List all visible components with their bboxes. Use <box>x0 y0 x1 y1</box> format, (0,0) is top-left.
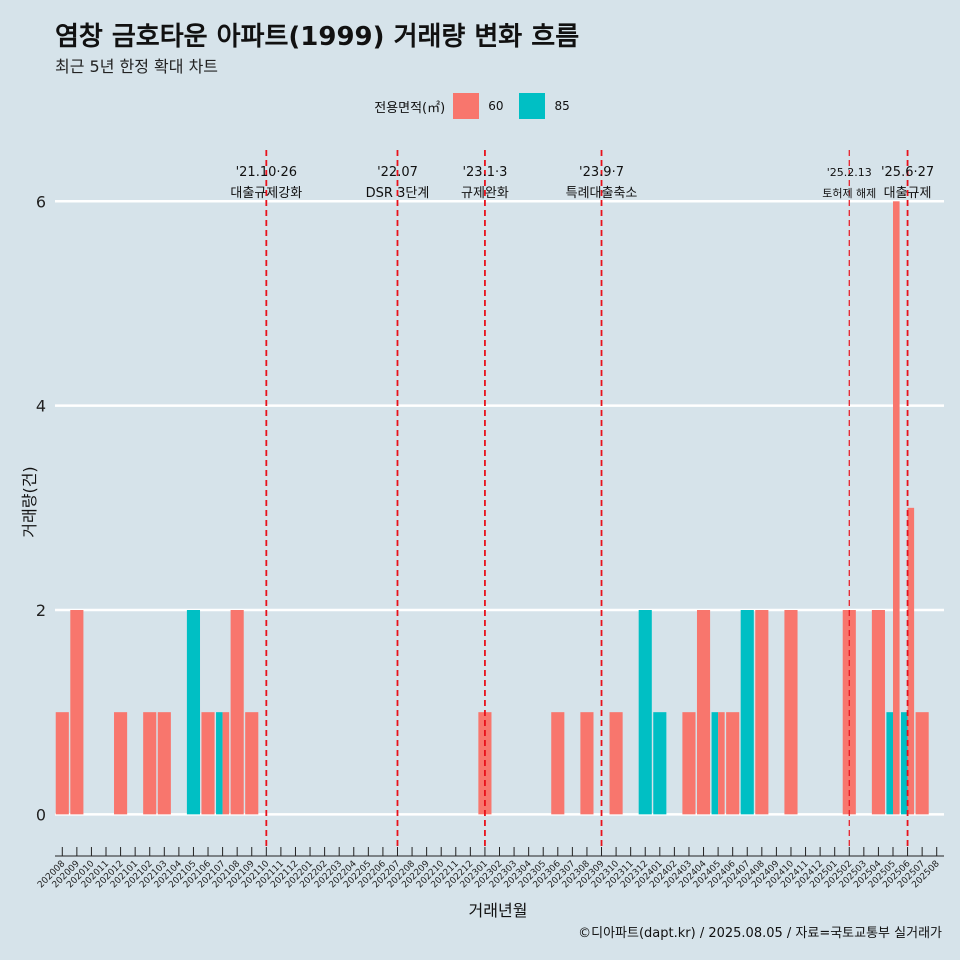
bar-60 <box>70 610 84 815</box>
bar-85 <box>740 610 754 815</box>
bar-85 <box>886 712 893 815</box>
legend-label-60: 60 <box>488 99 504 113</box>
y-axis-title: 거래량(건) <box>20 466 39 538</box>
x-axis-title: 거래년월 <box>468 901 528 920</box>
event-date-label: '25.2.13 <box>827 166 872 179</box>
event-desc-label: 대출규제 <box>884 186 932 201</box>
legend: 전용면적(㎡) 60 85 <box>0 93 960 119</box>
legend-swatch-60 <box>453 93 480 119</box>
bar-85 <box>901 712 908 815</box>
bar-60 <box>609 712 623 815</box>
event-desc-label: DSR 3단계 <box>366 186 430 201</box>
legend-label-85: 85 <box>554 99 570 113</box>
bar-60 <box>580 712 594 815</box>
event-desc-label: 규제완화 <box>461 186 509 201</box>
chart-subtitle: 최근 5년 한정 확대 차트 <box>55 57 219 76</box>
bar-85 <box>186 610 201 815</box>
bar-60 <box>157 712 171 815</box>
bar-60 <box>907 507 915 815</box>
y-tick-label: 6 <box>36 192 46 211</box>
bar-60 <box>55 712 69 815</box>
bar-60 <box>230 610 244 815</box>
event-desc-label: 특례대출축소 <box>566 186 638 201</box>
event-desc-label: 토허제 해제 <box>822 186 876 200</box>
bar-85 <box>638 610 652 815</box>
chart-title: 염창 금호타운 아파트(1999) 거래량 변화 흐름 <box>55 22 580 52</box>
bar-60 <box>114 712 128 815</box>
bar-60 <box>871 610 885 815</box>
event-date-label: '23.1·3 <box>462 165 507 180</box>
bar-60 <box>696 610 711 815</box>
caption: ©디아파트(dapt.kr) / 2025.08.05 / 자료=국토교통부 실… <box>578 926 942 941</box>
bar-85 <box>711 712 719 815</box>
bar-60 <box>682 712 696 815</box>
bar-60 <box>245 712 259 815</box>
event-date-label: '22.07 <box>377 165 418 180</box>
bar-60 <box>201 712 215 815</box>
legend-title: 전용면적(㎡) <box>374 100 446 116</box>
bar-60 <box>726 712 740 815</box>
event-date-label: '25.6·27 <box>881 165 934 180</box>
bar-60 <box>915 712 929 815</box>
bar-60 <box>222 712 230 815</box>
event-desc-label: 대출규제강화 <box>230 186 302 201</box>
bar-60 <box>755 610 769 815</box>
y-tick-label: 0 <box>36 805 46 824</box>
bar-85 <box>653 712 667 815</box>
y-tick-label: 2 <box>36 601 46 620</box>
event-date-label: '21.10·26 <box>236 165 297 180</box>
bar-60 <box>718 712 725 815</box>
event-date-label: '23.9·7 <box>579 165 624 180</box>
bar-60 <box>784 610 798 815</box>
bar-60 <box>551 712 565 815</box>
bar-85 <box>216 712 223 815</box>
legend-swatch-85 <box>519 93 546 119</box>
bar-60 <box>892 201 900 815</box>
y-tick-label: 4 <box>36 397 46 416</box>
bar-60 <box>143 712 157 815</box>
